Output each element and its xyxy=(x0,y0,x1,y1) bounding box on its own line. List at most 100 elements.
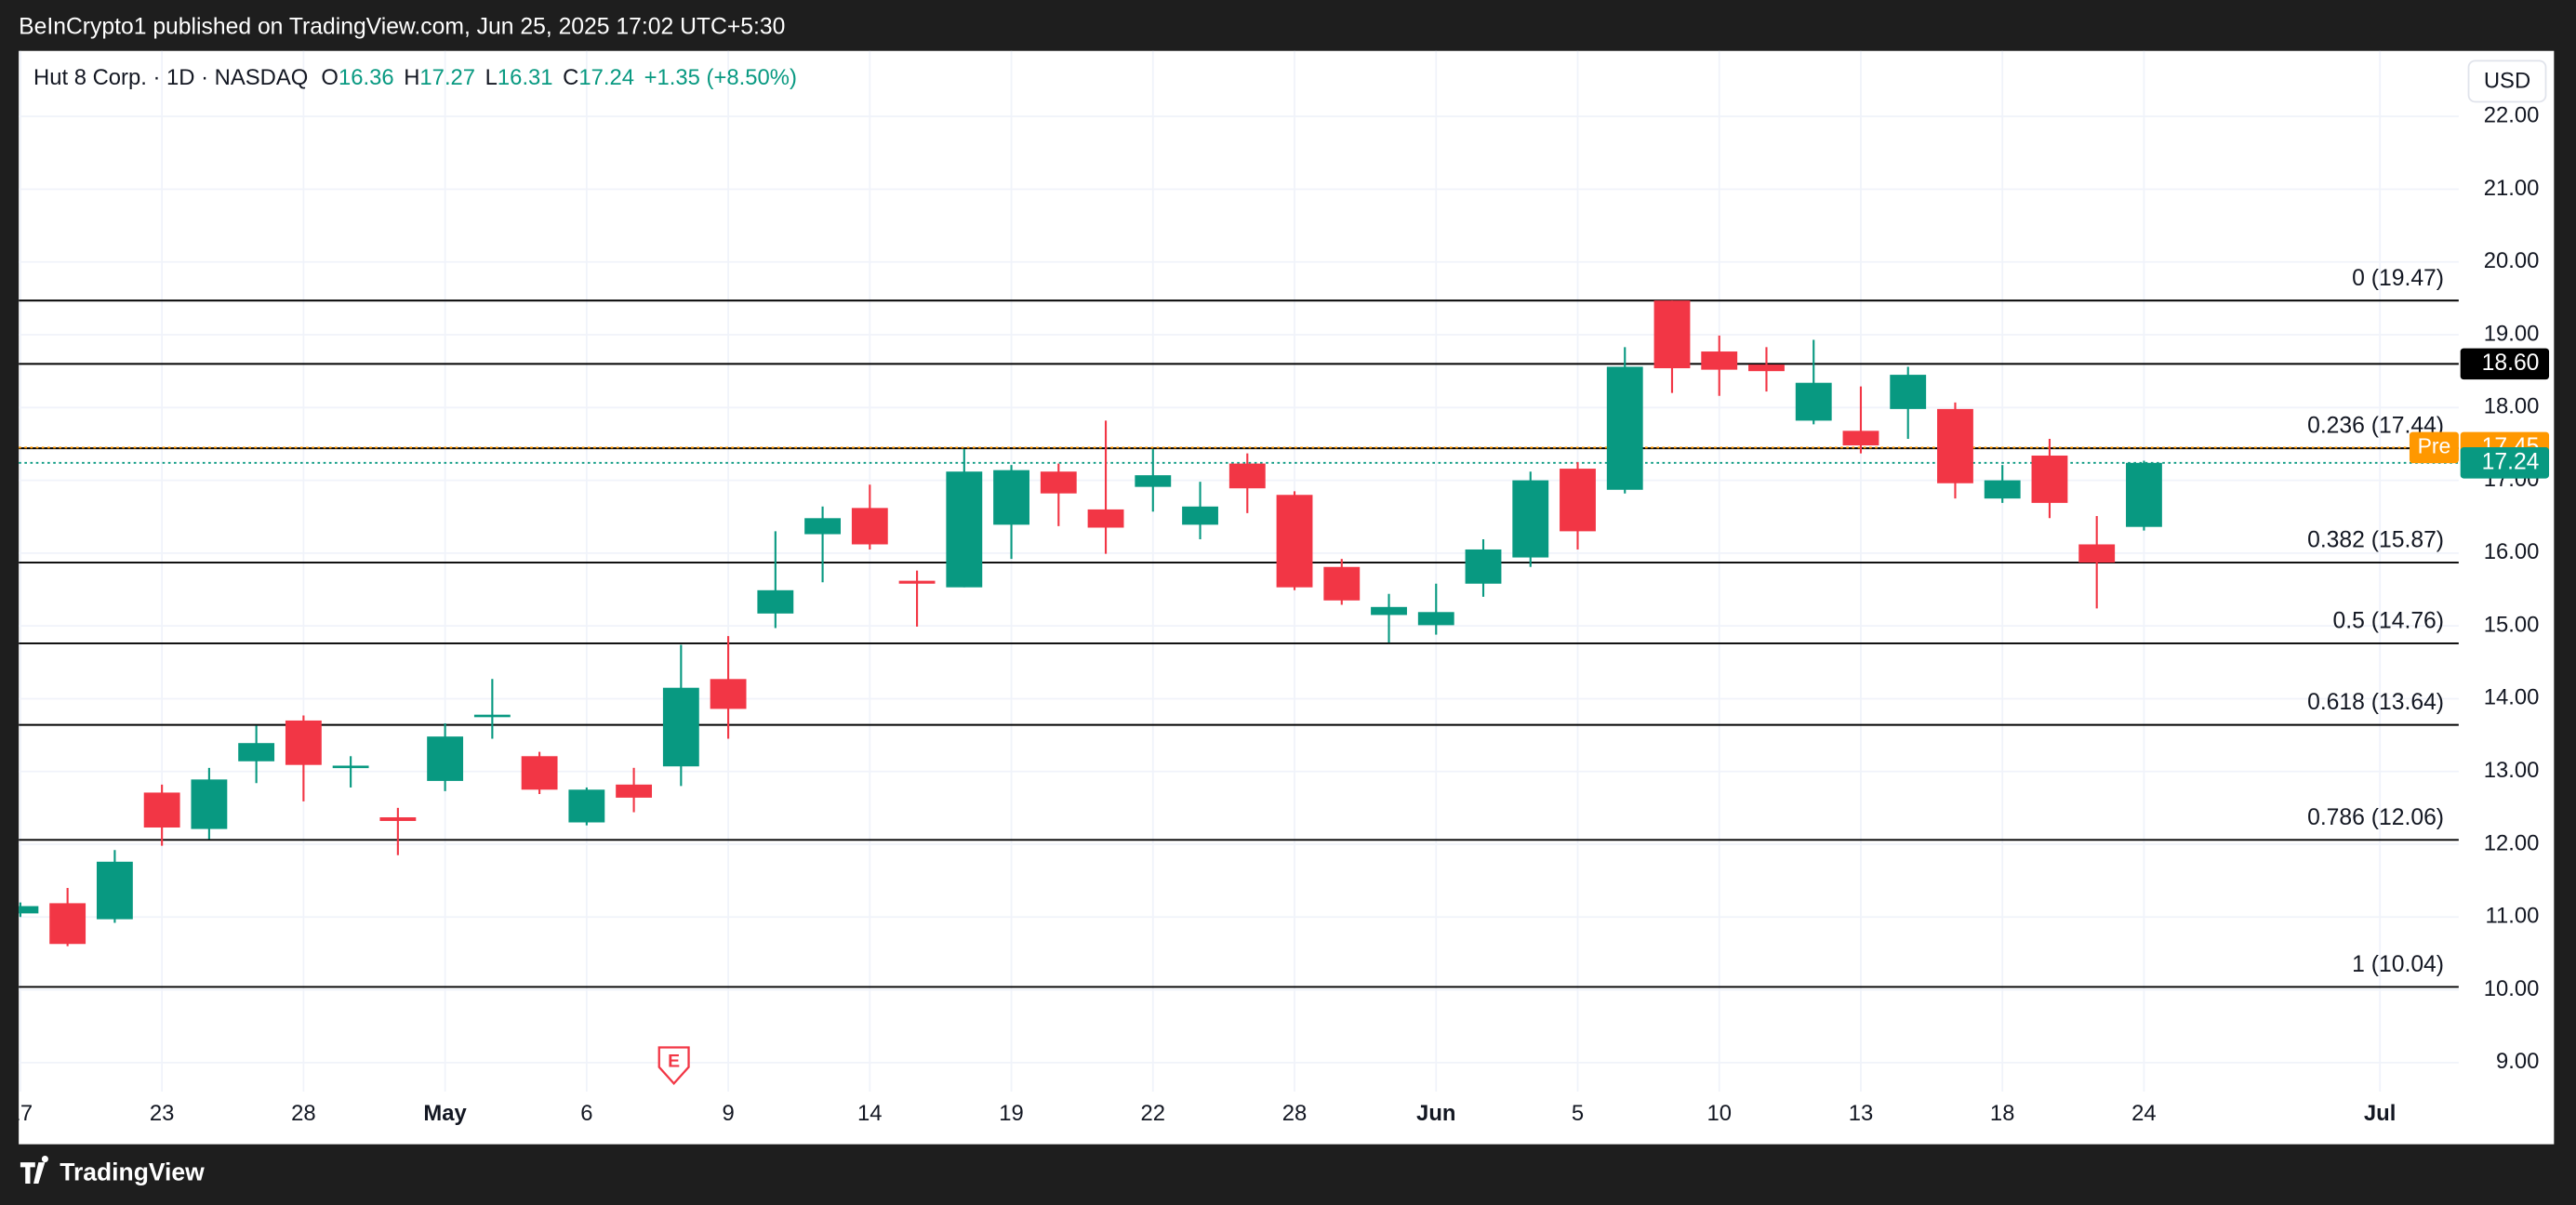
candle-body xyxy=(993,470,1029,525)
candle-body xyxy=(379,817,417,821)
x-tick-label: 28 xyxy=(1282,1101,1308,1126)
legend-key: H xyxy=(404,65,419,90)
legend: Hut 8 Corp. · 1D · NASDAQ O16.36 H17.27 L16… xyxy=(33,65,797,90)
legend-value: 16.31 xyxy=(498,65,553,90)
y-tick-label: 16.00 xyxy=(2484,539,2540,564)
fib-level-label: 0.618 (13.64) xyxy=(2307,690,2444,715)
fib-level-label: 0 (19.47) xyxy=(2352,266,2444,291)
y-tick-label: 21.00 xyxy=(2484,176,2540,201)
price-box-label: 17.24 xyxy=(2482,449,2540,474)
candle-body xyxy=(1701,351,1738,370)
earnings-label[interactable]: E xyxy=(668,1052,680,1072)
chart-area xyxy=(19,50,2555,1145)
candle-body xyxy=(757,589,794,614)
candle-body xyxy=(616,784,653,798)
y-tick-label: 20.00 xyxy=(2484,248,2540,273)
candle-body xyxy=(1984,480,2021,499)
y-tick-label: 22.00 xyxy=(2484,102,2540,127)
candle-body xyxy=(332,765,369,769)
candle-body xyxy=(19,906,39,914)
y-tick-label: 9.00 xyxy=(2496,1049,2539,1074)
candle-body xyxy=(427,736,464,781)
x-tick-label: 19 xyxy=(999,1101,1024,1126)
price-box-label: 18.60 xyxy=(2482,351,2540,376)
y-tick-label: 19.00 xyxy=(2484,321,2540,346)
candle-body xyxy=(1040,471,1077,494)
candle-body xyxy=(1937,408,1973,483)
x-tick-label: 23 xyxy=(150,1101,175,1126)
candle-body xyxy=(49,903,86,945)
candle-body xyxy=(2078,544,2116,563)
legend-key: L xyxy=(485,65,498,90)
x-tick-label: 6 xyxy=(580,1101,592,1126)
candle-body xyxy=(285,720,322,765)
y-tick-label: 10.00 xyxy=(2484,976,2540,1001)
candle-body xyxy=(1653,300,1691,369)
candle-body xyxy=(1748,364,1785,372)
header-text: BeInCrypto1 published on TradingView.com… xyxy=(19,15,785,40)
candle-body xyxy=(2126,462,2162,527)
x-tick-label: 9 xyxy=(722,1101,734,1126)
currency-label[interactable]: USD xyxy=(2484,69,2530,94)
y-tick-label: 12.00 xyxy=(2484,830,2540,855)
x-tick-label: 28 xyxy=(291,1101,316,1126)
candle-body xyxy=(898,580,936,584)
earnings-icon[interactable] xyxy=(657,1046,690,1086)
y-tick-label: 15.00 xyxy=(2484,612,2540,637)
x-tick-label: 24 xyxy=(2131,1101,2157,1126)
x-tick-label: 22 xyxy=(1141,1101,1166,1126)
fib-level-label: 0.5 (14.76) xyxy=(2333,609,2444,634)
fib-level-label: 0.786 (12.06) xyxy=(2307,805,2444,830)
legend-value: 17.27 xyxy=(419,65,475,90)
fib-level-label: 1 (10.04) xyxy=(2352,952,2444,977)
candle-body xyxy=(851,508,888,545)
candle-body xyxy=(662,687,699,767)
legend-value: 17.24 xyxy=(578,65,634,90)
legend-value: 16.36 xyxy=(339,65,394,90)
candle-body xyxy=(1276,495,1313,588)
candle-body xyxy=(96,861,133,920)
candle-body xyxy=(1560,469,1596,532)
x-tick-label: Jun xyxy=(1416,1101,1455,1126)
price-tag-label: Pre xyxy=(2418,433,2451,457)
price-tag-box xyxy=(2409,431,2459,464)
x-tick-label: 18 xyxy=(1990,1101,2015,1126)
candle-body xyxy=(1890,375,1927,409)
candle-body xyxy=(568,789,605,823)
symbol: Hut 8 Corp. · 1D · NASDAQ xyxy=(33,65,308,90)
x-tick-label: 5 xyxy=(1572,1101,1584,1126)
price-box xyxy=(2460,348,2550,380)
candle-body xyxy=(238,743,275,761)
candle-body xyxy=(191,779,228,829)
x-tick-label: Jul xyxy=(2364,1101,2396,1126)
y-tick-label: 18.00 xyxy=(2484,394,2540,419)
candle-body xyxy=(1795,382,1832,421)
brand-name: TradingView xyxy=(60,1158,205,1185)
candle-body xyxy=(1371,606,1407,616)
x-tick-label: 14 xyxy=(857,1101,883,1126)
candle-body xyxy=(1087,509,1124,528)
x-tick-label: May xyxy=(423,1101,467,1126)
candle-body xyxy=(2031,455,2068,503)
candle-body xyxy=(1135,475,1172,487)
candle-body xyxy=(804,518,841,535)
candle-body xyxy=(1842,430,1879,446)
candle-body xyxy=(521,756,558,790)
candle-body xyxy=(1228,463,1266,489)
x-tick-label: 17 xyxy=(8,1101,33,1126)
candle-body xyxy=(1182,506,1218,525)
y-tick-label: 14.00 xyxy=(2484,685,2540,710)
brand-logo xyxy=(20,1156,48,1185)
candle-body xyxy=(710,679,747,709)
y-tick-label: 13.00 xyxy=(2484,758,2540,783)
candle-body xyxy=(1323,566,1361,601)
candle-body xyxy=(946,471,983,588)
candle-body xyxy=(143,792,180,828)
legend-key: O xyxy=(321,65,339,90)
currency-button[interactable] xyxy=(2467,60,2547,103)
x-tick-label: 10 xyxy=(1706,1101,1732,1126)
legend-change: +1.35 (+8.50%) xyxy=(644,65,797,90)
candle-body xyxy=(1606,366,1643,490)
